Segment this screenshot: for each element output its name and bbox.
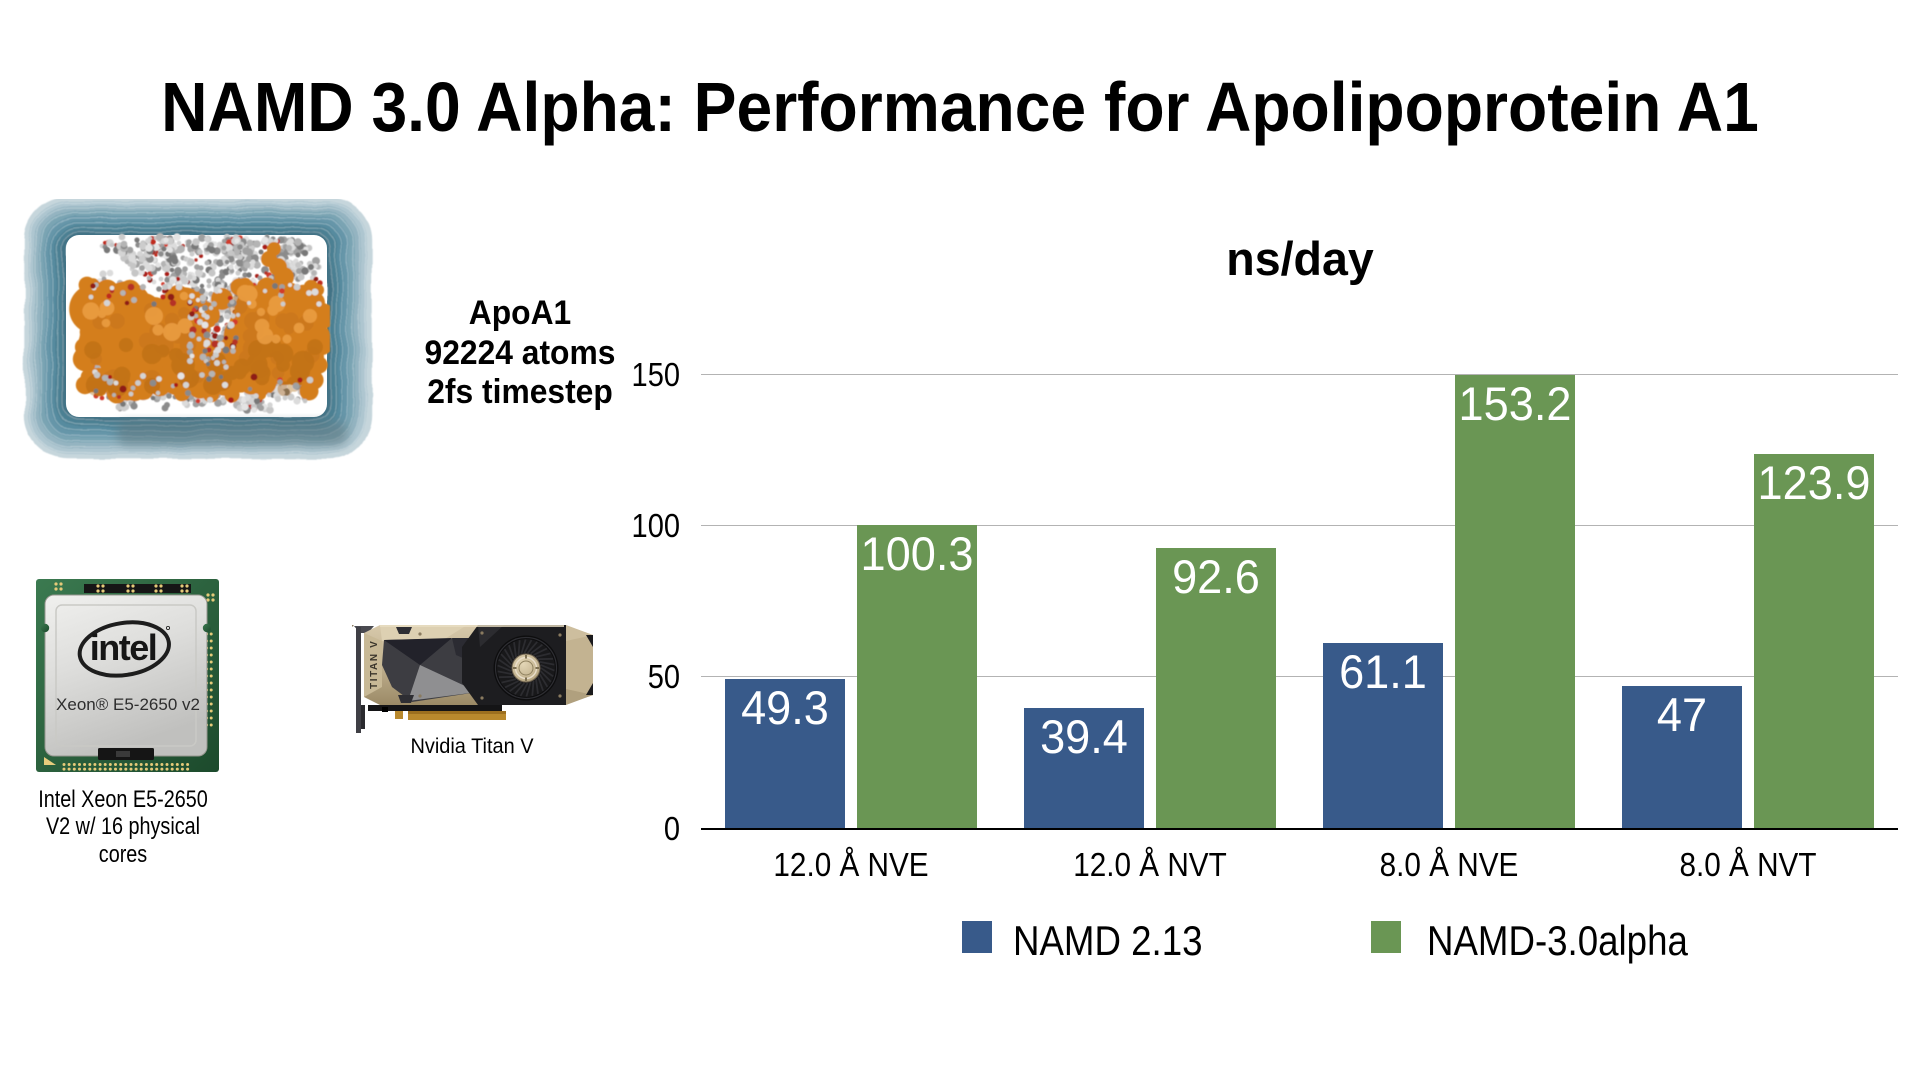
svg-text:Xeon® E5-2650 v2: Xeon® E5-2650 v2 [56,695,200,714]
svg-text:TITAN V: TITAN V [369,640,380,689]
svg-text:intel: intel [90,627,157,668]
